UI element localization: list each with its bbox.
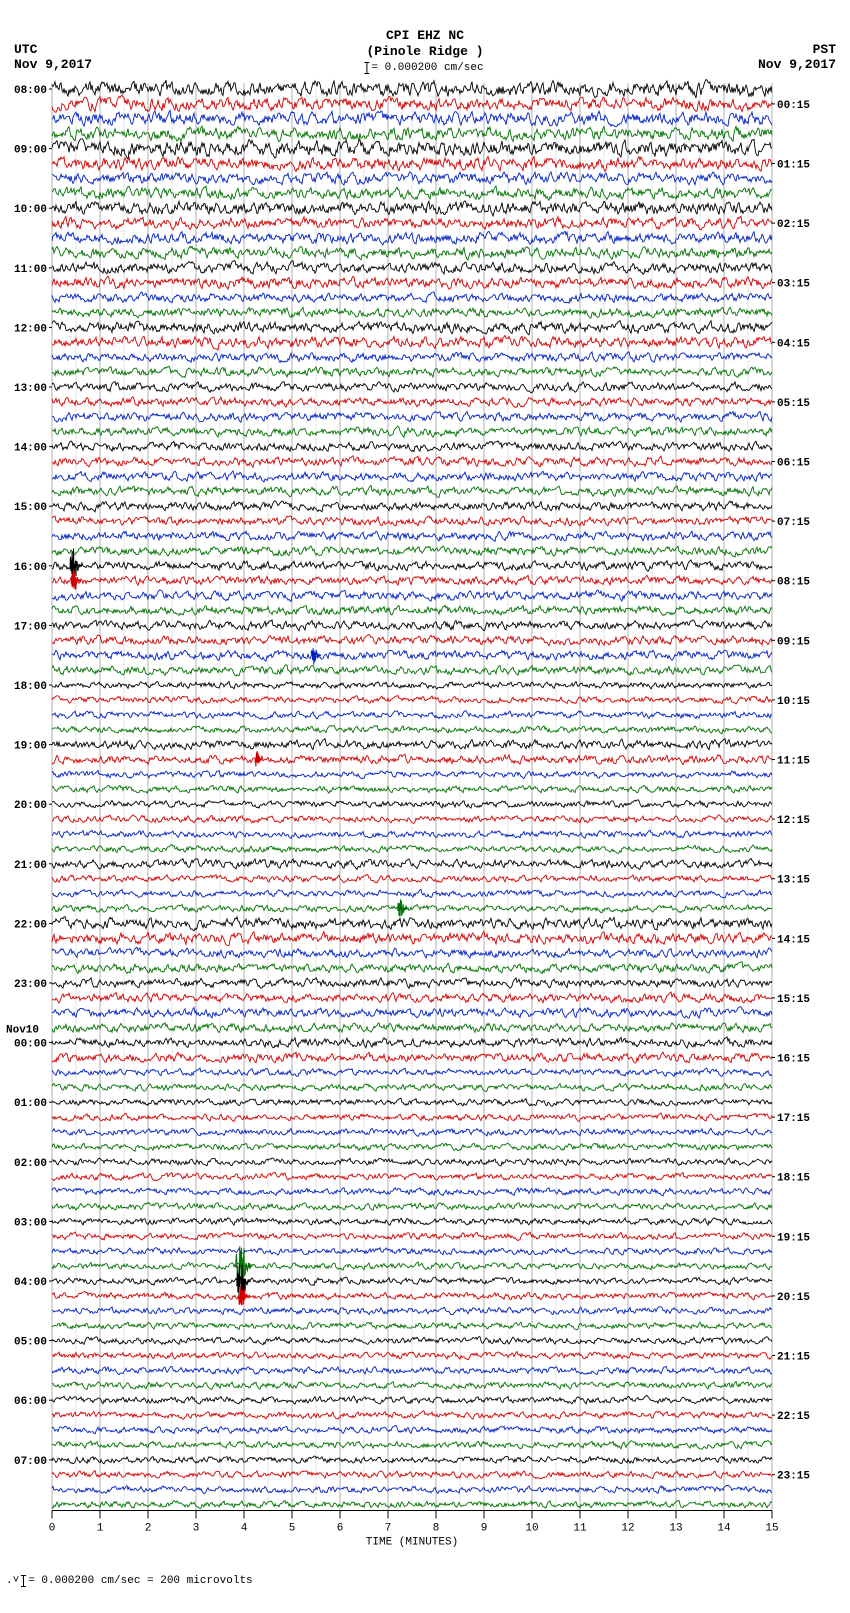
svg-text:23:00: 23:00 xyxy=(14,979,47,991)
svg-text:07:00: 07:00 xyxy=(14,1456,47,1468)
svg-text:20:00: 20:00 xyxy=(14,800,47,812)
svg-text:15:00: 15:00 xyxy=(14,502,47,514)
svg-text:TIME (MINUTES): TIME (MINUTES) xyxy=(366,1537,458,1549)
svg-text:19:15: 19:15 xyxy=(777,1232,810,1244)
scale-bar-icon xyxy=(366,62,367,74)
svg-text:05:15: 05:15 xyxy=(777,398,810,410)
svg-text:14:00: 14:00 xyxy=(14,443,47,455)
svg-text:10: 10 xyxy=(525,1523,538,1535)
svg-text:21:00: 21:00 xyxy=(14,860,47,872)
svg-text:14:15: 14:15 xyxy=(777,934,810,946)
svg-text:08:15: 08:15 xyxy=(777,577,810,589)
pst-date: Nov 9,2017 xyxy=(758,57,836,72)
svg-text:2: 2 xyxy=(145,1523,152,1535)
svg-text:3: 3 xyxy=(193,1523,200,1535)
svg-text:05:00: 05:00 xyxy=(14,1337,47,1349)
svg-text:04:00: 04:00 xyxy=(14,1277,47,1289)
footer-scale: .˅ = 0.000200 cm/sec = 200 microvolts xyxy=(0,1565,850,1587)
svg-text:11: 11 xyxy=(573,1523,587,1535)
svg-text:06:15: 06:15 xyxy=(777,458,810,470)
svg-text:13:15: 13:15 xyxy=(777,875,810,887)
svg-text:18:15: 18:15 xyxy=(777,1173,810,1185)
scale-indicator: = 0.000200 cm/sec xyxy=(366,62,483,74)
svg-text:10:15: 10:15 xyxy=(777,696,810,708)
svg-text:03:15: 03:15 xyxy=(777,279,810,291)
svg-text:15: 15 xyxy=(765,1523,778,1535)
svg-text:9: 9 xyxy=(481,1523,488,1535)
svg-text:20:15: 20:15 xyxy=(777,1292,810,1304)
chart-header: CPI EHZ NC (Pinole Ridge ) = 0.000200 cm… xyxy=(0,0,850,75)
svg-text:5: 5 xyxy=(289,1523,296,1535)
svg-text:06:00: 06:00 xyxy=(14,1396,47,1408)
svg-text:10:00: 10:00 xyxy=(14,204,47,216)
svg-text:07:15: 07:15 xyxy=(777,517,810,529)
svg-text:00:00: 00:00 xyxy=(14,1039,47,1051)
svg-text:8: 8 xyxy=(433,1523,440,1535)
station-code: CPI EHZ NC xyxy=(386,28,464,43)
svg-text:1: 1 xyxy=(97,1523,104,1535)
svg-text:Nov10: Nov10 xyxy=(6,1025,39,1037)
svg-text:21:15: 21:15 xyxy=(777,1352,810,1364)
utc-date: Nov 9,2017 xyxy=(14,57,92,72)
svg-text:12:00: 12:00 xyxy=(14,323,47,335)
svg-text:19:00: 19:00 xyxy=(14,741,47,753)
svg-text:22:15: 22:15 xyxy=(777,1411,810,1423)
utc-date-block: UTC Nov 9,2017 xyxy=(14,42,92,72)
svg-text:16:00: 16:00 xyxy=(14,562,47,574)
svg-text:13: 13 xyxy=(669,1523,682,1535)
svg-text:18:00: 18:00 xyxy=(14,681,47,693)
svg-text:01:15: 01:15 xyxy=(777,160,810,172)
scale-bar-icon xyxy=(23,1575,24,1587)
svg-text:04:15: 04:15 xyxy=(777,338,810,350)
svg-text:15:15: 15:15 xyxy=(777,994,810,1006)
svg-text:08:00: 08:00 xyxy=(14,85,47,97)
svg-text:09:00: 09:00 xyxy=(14,145,47,157)
svg-text:12: 12 xyxy=(621,1523,634,1535)
pst-label: PST xyxy=(758,42,836,57)
svg-text:4: 4 xyxy=(241,1523,248,1535)
svg-text:6: 6 xyxy=(337,1523,344,1535)
svg-text:0: 0 xyxy=(49,1523,56,1535)
svg-text:11:15: 11:15 xyxy=(777,756,810,768)
seismogram-svg: 0123456789101112131415TIME (MINUTES)08:0… xyxy=(0,75,850,1565)
svg-text:17:15: 17:15 xyxy=(777,1113,810,1125)
station-location: (Pinole Ridge ) xyxy=(366,44,483,59)
svg-text:01:00: 01:00 xyxy=(14,1098,47,1110)
svg-text:16:15: 16:15 xyxy=(777,1054,810,1066)
svg-text:03:00: 03:00 xyxy=(14,1217,47,1229)
svg-text:12:15: 12:15 xyxy=(777,815,810,827)
scale-text: = 0.000200 cm/sec xyxy=(371,62,483,74)
svg-text:23:15: 23:15 xyxy=(777,1471,810,1483)
svg-text:14: 14 xyxy=(717,1523,731,1535)
svg-text:22:00: 22:00 xyxy=(14,919,47,931)
svg-text:09:15: 09:15 xyxy=(777,636,810,648)
footer-tick: .˅ xyxy=(6,1575,19,1587)
svg-text:13:00: 13:00 xyxy=(14,383,47,395)
svg-text:02:00: 02:00 xyxy=(14,1158,47,1170)
svg-text:11:00: 11:00 xyxy=(14,264,47,276)
svg-text:02:15: 02:15 xyxy=(777,219,810,231)
utc-label: UTC xyxy=(14,42,92,57)
footer-text: = 0.000200 cm/sec = 200 microvolts xyxy=(28,1575,252,1587)
svg-text:7: 7 xyxy=(385,1523,392,1535)
svg-text:17:00: 17:00 xyxy=(14,621,47,633)
pst-date-block: PST Nov 9,2017 xyxy=(758,42,836,72)
seismogram-plot: 0123456789101112131415TIME (MINUTES)08:0… xyxy=(0,75,850,1565)
svg-text:00:15: 00:15 xyxy=(777,100,810,112)
